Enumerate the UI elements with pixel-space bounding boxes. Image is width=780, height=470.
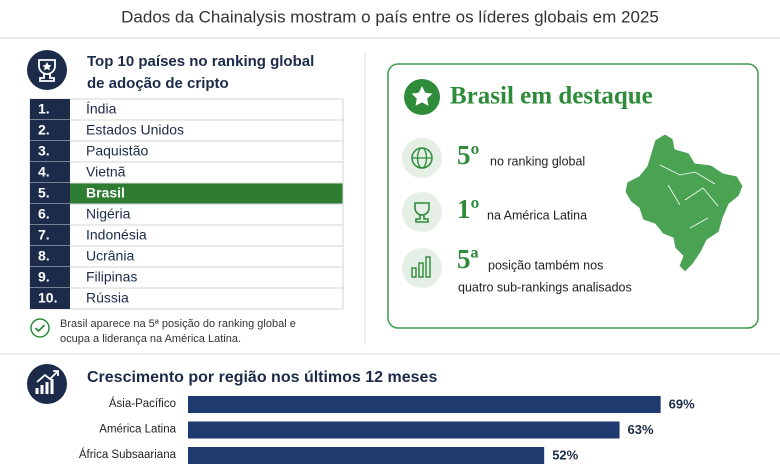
country: Nigéria (86, 206, 131, 222)
rank-cell (30, 204, 70, 225)
category-label: África Subsaariana (79, 448, 177, 461)
country: Paquistão (86, 143, 148, 159)
highlight-title: Brasil em destaque (450, 83, 653, 110)
row (29, 266, 344, 289)
rank-highlight: 5ª (457, 244, 479, 274)
rank: 2. (38, 122, 50, 138)
rank: 5. (38, 185, 50, 201)
row (29, 98, 344, 121)
row (29, 119, 344, 142)
rank-caption: quatro sub-rankings analisados (458, 280, 632, 294)
map-borders (659, 164, 719, 229)
rank-cell (30, 288, 70, 309)
rank: 1. (38, 101, 50, 117)
chart-icon (27, 364, 67, 404)
row (29, 140, 344, 163)
value-label: 52% (552, 447, 578, 462)
rank-highlight: 5º (457, 140, 480, 170)
highlight-panel (387, 63, 759, 329)
rank-cell (30, 267, 70, 288)
trophy-icon (402, 192, 442, 232)
country: Rússia (86, 290, 129, 306)
row (29, 224, 344, 247)
note: Brasil aparece na 5ª posição do ranking … (60, 318, 296, 330)
trophy-icon (27, 50, 67, 90)
rank-caption: posição também nos (488, 258, 603, 272)
rank-cell (30, 120, 70, 141)
category-label: Ásia-Pacífico (109, 397, 176, 410)
brazil-map (624, 133, 744, 273)
check-icon (30, 318, 50, 338)
rank-cell (30, 246, 70, 267)
rank-caption: no ranking global (490, 154, 585, 168)
bar (188, 396, 661, 413)
rank: 4. (38, 164, 50, 180)
rank: 8. (38, 248, 50, 264)
rank: 9. (38, 269, 50, 285)
growth-icon (402, 248, 442, 288)
row (29, 182, 344, 205)
row (29, 287, 344, 310)
rank: 3. (38, 143, 50, 159)
row (29, 161, 344, 184)
country: Indonésia (86, 227, 147, 243)
category-label: América Latina (99, 424, 176, 436)
rank-highlight: 1º (457, 194, 480, 224)
rank: 10. (38, 290, 57, 306)
ranking-title: de adoção de cripto (87, 75, 229, 92)
country: Estados Unidos (86, 122, 184, 138)
country: Ucrânia (86, 248, 134, 264)
globe-icon (402, 138, 442, 178)
row (29, 203, 344, 226)
value-label: 63% (628, 422, 654, 437)
rank: 6. (38, 206, 50, 222)
bar (188, 447, 545, 464)
chart-title: Crescimento por região nos últimos 12 me… (87, 369, 437, 386)
rank-cell (30, 99, 70, 120)
country: Vietnã (86, 164, 126, 180)
country: Índia (86, 101, 117, 117)
rank: 7. (38, 227, 50, 243)
country: Brasil (86, 185, 125, 201)
note: ocupa a liderança na América Latina. (60, 333, 241, 345)
ranking-title: Top 10 países no ranking global (87, 53, 314, 70)
rank-cell (30, 225, 70, 246)
subtitle: Dados da Chainalysis mostram o país entr… (121, 7, 659, 26)
rank-cell (30, 141, 70, 162)
rank-caption: na América Latina (487, 208, 587, 222)
rank-cell (30, 183, 70, 204)
rank-cell (30, 162, 70, 183)
row (29, 245, 344, 268)
bar (188, 421, 620, 439)
value-label: 69% (669, 396, 695, 411)
country: Filipinas (86, 269, 137, 285)
star-icon (404, 79, 440, 115)
